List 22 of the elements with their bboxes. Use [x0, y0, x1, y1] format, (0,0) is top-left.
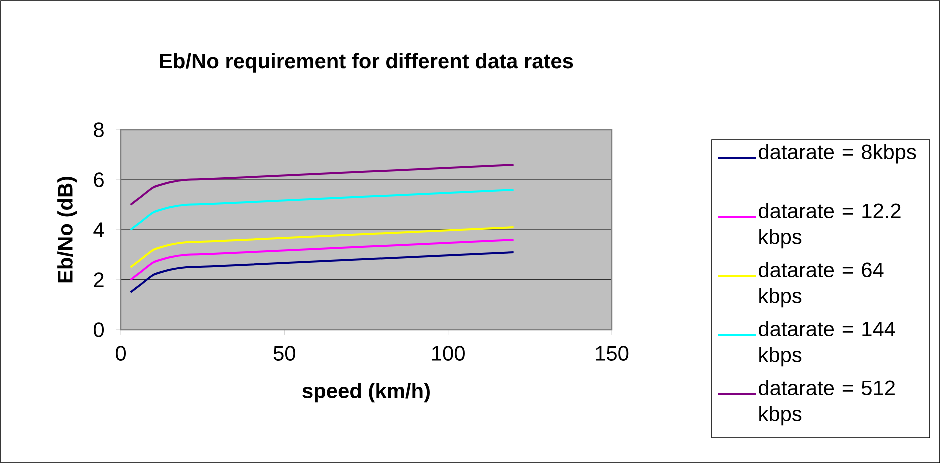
x-tick-label: 0 — [116, 346, 126, 361]
y-tick-label: 6 — [94, 172, 104, 188]
line-series — [130, 226, 515, 268]
x-tick-label: 50 — [274, 346, 296, 361]
x-tick-label: 100 — [432, 346, 465, 361]
y-tick-label: 0 — [94, 322, 104, 338]
line-series — [130, 164, 515, 206]
y-axis-title: Eb/No (dB) — [58, 177, 78, 283]
y-tick-label: 4 — [94, 222, 104, 238]
legend-label: datarate = 144 kbps — [759, 321, 896, 367]
legend-label: datarate = 12.2 kbps — [759, 203, 901, 249]
line-series — [130, 251, 515, 294]
x-axis-title: speed (km/h) — [302, 383, 430, 403]
x-tick-label: 150 — [596, 346, 629, 361]
chart-title: Eb/No requirement for different data rates — [160, 53, 574, 73]
line-series — [130, 238, 515, 281]
legend-label: datarate = 512 kbps — [759, 380, 895, 426]
legend-label: datarate = 64 kbps — [759, 262, 884, 308]
y-tick-label: 2 — [94, 272, 104, 288]
y-tick-label: 8 — [94, 122, 104, 138]
line-series — [130, 188, 515, 231]
legend-label: datarate = 8kbps — [759, 144, 916, 164]
